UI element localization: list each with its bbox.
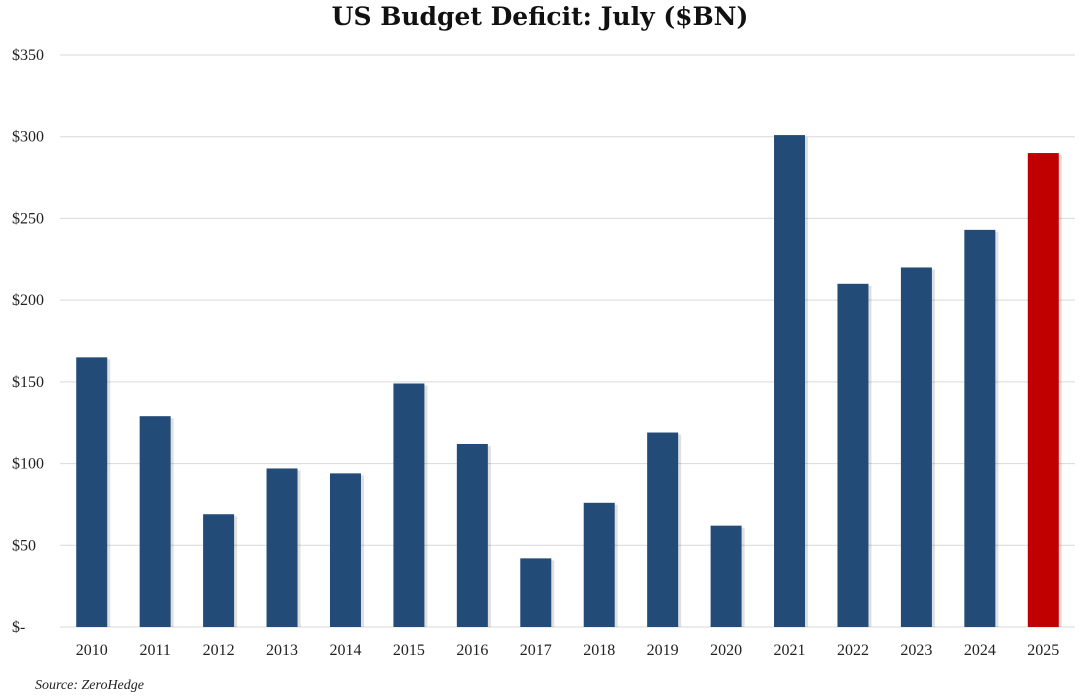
bar (900, 267, 932, 627)
bar (520, 558, 552, 627)
y-tick-label: $300 (12, 129, 44, 146)
bar (647, 432, 679, 627)
y-tick-label: $200 (12, 292, 44, 309)
x-tick-label: 2019 (647, 642, 679, 659)
bar (964, 229, 996, 627)
bar (710, 525, 742, 627)
bar (1027, 153, 1059, 628)
x-tick-label: 2017 (520, 642, 552, 659)
x-tick-label: 2021 (774, 642, 806, 659)
x-tick-label: 2024 (964, 642, 996, 659)
bar (774, 135, 806, 627)
bar (583, 502, 615, 627)
x-tick-label: 2023 (900, 642, 932, 659)
x-tick-label: 2012 (203, 642, 235, 659)
y-tick-label: $50 (12, 537, 36, 554)
x-tick-label: 2016 (456, 642, 488, 659)
bar (393, 383, 425, 627)
x-tick-label: 2018 (583, 642, 615, 659)
y-tick-label: $250 (12, 210, 44, 227)
chart-title: US Budget Deficit: July ($BN) (331, 2, 749, 31)
x-tick-label: 2025 (1027, 642, 1059, 659)
x-tick-label: 2010 (76, 642, 108, 659)
x-tick-label: 2020 (710, 642, 742, 659)
y-tick-label: $100 (12, 456, 44, 473)
x-tick-label: 2013 (266, 642, 298, 659)
bar (329, 473, 361, 627)
y-tick-label: $150 (12, 374, 44, 391)
y-tick-label: $350 (12, 47, 44, 64)
bar (266, 468, 298, 627)
bar (837, 283, 869, 627)
x-tick-label: 2014 (329, 642, 361, 659)
x-tick-label: 2011 (139, 642, 170, 659)
y-tick-label: $- (12, 619, 25, 636)
x-tick-label: 2022 (837, 642, 869, 659)
x-tick-label: 2015 (393, 642, 425, 659)
bar (456, 443, 488, 627)
bar (139, 416, 171, 627)
bar (76, 357, 108, 627)
bar (203, 514, 235, 627)
source-note: Source: ZeroHedge (35, 678, 144, 693)
